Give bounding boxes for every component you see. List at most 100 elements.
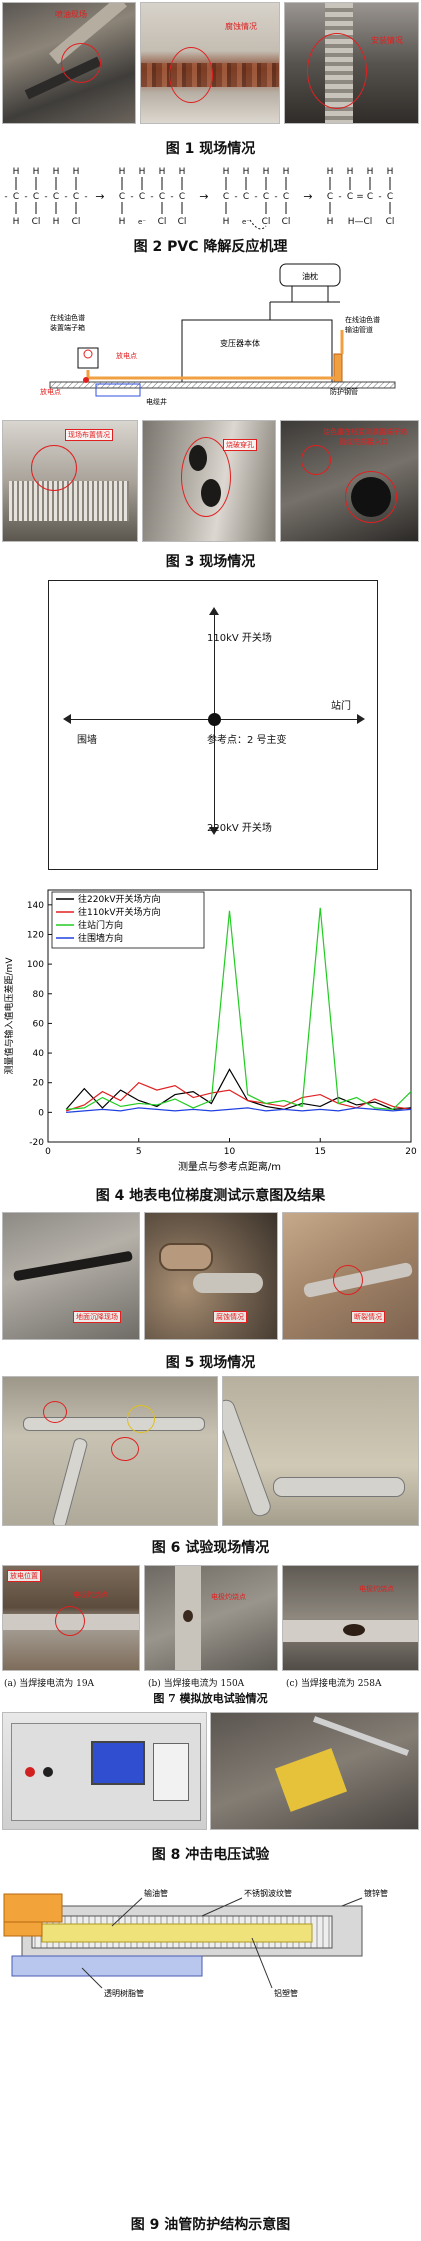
fig7-label-discharge: 放电位置: [7, 1570, 41, 1582]
fig9-pipe-structure: 输油管 不锈钢波纹管 镀锌管 透明树脂管 铝塑管: [3, 1888, 388, 1998]
svg-text:C: C: [347, 192, 353, 202]
fig4-reference-point-icon: [208, 713, 221, 726]
svg-text:Cl: Cl: [32, 217, 41, 227]
fig1-photo-corrosion: 腐蚀情况: [140, 2, 280, 124]
fig1-label-oil-spray: 喷油现场: [55, 10, 87, 19]
svg-text:C: C: [13, 192, 19, 202]
fig4-schematic-box: 110kV 开关场 220kV 开关场 围墙 站门 参考点：2 号主变: [48, 580, 378, 870]
svg-text:H: H: [347, 167, 354, 177]
fig3-photo-label-3b: 管缆底部接入口: [339, 438, 388, 446]
svg-text:C: C: [327, 192, 333, 202]
svg-text:H: H: [263, 167, 270, 177]
legend-label-1: 往220kV开关场方向: [78, 893, 161, 905]
svg-text:C: C: [33, 192, 39, 202]
svg-text:C: C: [73, 192, 79, 202]
svg-text:H: H: [119, 217, 126, 227]
fig3-right-label-2: 输油管道: [345, 325, 373, 334]
svg-text:H: H: [327, 167, 334, 177]
svg-text:H: H: [223, 167, 230, 177]
fig1-caption: 图 1 现场情况: [165, 141, 256, 157]
fig3-transformer-label: 变压器本体: [220, 338, 260, 348]
fig8-photo-generator: [2, 1712, 207, 1830]
fig4-west-label: 围墙: [77, 735, 97, 746]
svg-text:C: C: [263, 192, 269, 202]
svg-text:H: H: [243, 167, 250, 177]
legend-box: [51, 891, 205, 949]
svg-text:H: H: [13, 167, 20, 177]
fig3-right-label-1: 在线油色谱: [345, 315, 380, 324]
svg-text:H: H: [13, 217, 20, 227]
series-line-2: [65, 1082, 412, 1112]
fig4-north-label: 110kV 开关场: [207, 633, 272, 644]
fig2-caption: 图 2 PVC 降解反应机理: [133, 239, 288, 255]
svg-text:C: C: [367, 192, 373, 202]
svg-text:-: -: [44, 192, 47, 202]
svg-text:-: -: [234, 192, 237, 202]
svg-text:H: H: [139, 167, 146, 177]
fig5-photo-corrosion: 腐蚀情况: [144, 1212, 278, 1340]
svg-text:H: H: [119, 167, 126, 177]
fig3-photo-label-2: 烧破穿孔: [223, 439, 257, 451]
svg-text:C: C: [179, 192, 185, 202]
svg-text:Cl: Cl: [262, 217, 271, 227]
svg-text:→: →: [303, 190, 312, 203]
fig2-hcl-label: H—Cl: [348, 217, 373, 227]
fig1-label-installation: 安装情况: [371, 36, 403, 45]
fig1-photo-installation: 安装情况: [284, 2, 419, 124]
svg-text:H: H: [223, 217, 230, 227]
fig3-photo-layout: 现场布置情况: [2, 420, 138, 542]
series-line-4: [66, 1107, 412, 1113]
fig9-label-galvanized: 镀锌管: [364, 1888, 388, 1898]
fig3-oil-tank-label: 油枕: [302, 271, 318, 281]
x-tick-label: 0: [45, 1147, 51, 1157]
fig3-discharge-left-label: 放电点: [40, 387, 61, 396]
y-tick-label: 20: [33, 1079, 45, 1089]
svg-text:Cl: Cl: [282, 217, 291, 227]
svg-text:C: C: [243, 192, 249, 202]
fig7-subcaption-b: (b) 当焊接电流为 150A: [148, 1679, 245, 1689]
fig4-east-label: 站门: [331, 701, 351, 712]
svg-text:C: C: [223, 192, 229, 202]
fig3-discharge-label: 放电点: [116, 351, 137, 360]
fig7-label-c: 电极灼烧点: [359, 1585, 394, 1593]
x-axis-label: 测量点与参考点距离/m: [178, 1160, 281, 1173]
y-tick-label: 140: [27, 901, 44, 911]
fig9-label-aluminum: 铝塑管: [274, 1988, 298, 1998]
fig4-center-label: 参考点：2 号主变: [207, 735, 287, 746]
fig7-subcaption-a: (a) 当焊接电流为 19A: [4, 1679, 95, 1689]
fig7-photo-a: 放电位置 电极灼烧点: [2, 1565, 140, 1671]
svg-text:-: -: [254, 192, 257, 202]
y-tick-label: 100: [27, 960, 44, 970]
fig5-label-subsidence: 地面沉降现场: [73, 1311, 121, 1323]
svg-text:Cl: Cl: [386, 217, 395, 227]
fig8-photo-sample: [210, 1712, 419, 1830]
svg-text:H: H: [33, 167, 40, 177]
fig6-photo-setup: [2, 1376, 218, 1526]
svg-text:-: -: [84, 192, 87, 202]
svg-text:H: H: [179, 167, 186, 177]
legend-label-4: 往围墙方向: [78, 932, 123, 944]
svg-text:H: H: [159, 167, 166, 177]
svg-text:e⁻: e⁻: [242, 218, 250, 226]
fig6-photo-pipe-bend: [222, 1376, 419, 1526]
fig7-photo-c: 电极灼烧点: [282, 1565, 419, 1671]
fig4-south-label: 220kV 开关场: [207, 823, 272, 834]
fig3-photo-terminal: 油色谱在线监测装置端子箱 管缆底部接入口: [280, 420, 419, 542]
svg-text:H: H: [283, 167, 290, 177]
series-line-3: [66, 907, 412, 1111]
x-tick-label: 10: [224, 1147, 236, 1157]
x-tick-label: 5: [136, 1147, 142, 1157]
fig8-caption: 图 8 冲击电压试验: [151, 1847, 270, 1863]
svg-text:C: C: [159, 192, 165, 202]
svg-text:-: -: [378, 192, 381, 202]
svg-text:Cl: Cl: [158, 217, 167, 227]
legend-label-2: 往110kV开关场方向: [78, 906, 161, 918]
svg-text:C: C: [53, 192, 59, 202]
fig9-label-resin: 透明树脂管: [104, 1988, 144, 1998]
y-axis-label: 测量值与输入值电压差距/mV: [3, 957, 15, 1075]
svg-text:→: →: [199, 190, 208, 203]
svg-text:H: H: [53, 217, 60, 227]
fig6-caption: 图 6 试验现场情况: [151, 1540, 270, 1556]
